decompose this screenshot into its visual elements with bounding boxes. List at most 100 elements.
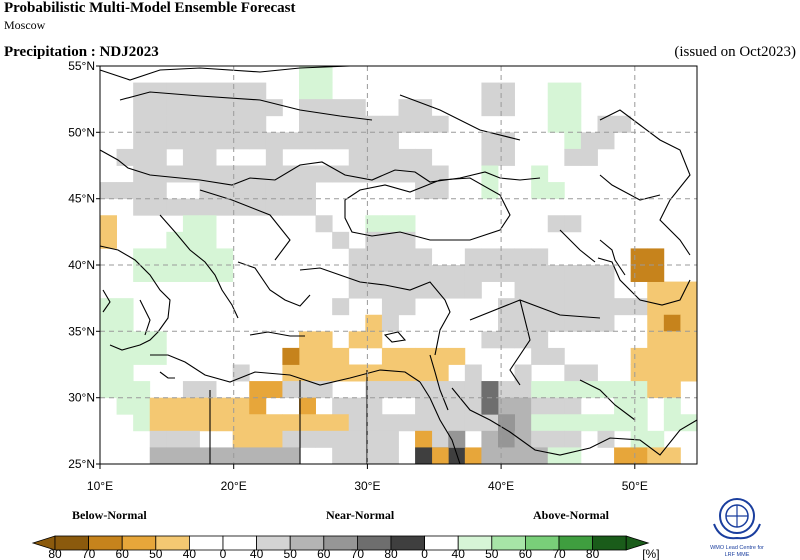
colorbar-tick: 0 bbox=[220, 547, 227, 560]
prob-cell bbox=[348, 331, 366, 349]
prob-cell bbox=[166, 99, 184, 117]
prob-cell bbox=[498, 298, 515, 316]
coastline bbox=[119, 91, 373, 121]
prob-cell bbox=[149, 331, 167, 349]
colorbar-tick: 70 bbox=[82, 547, 96, 560]
prob-cell bbox=[365, 364, 383, 382]
prob-cell bbox=[498, 132, 515, 150]
prob-cell bbox=[249, 182, 267, 200]
prob-cell bbox=[315, 82, 333, 100]
prob-cell bbox=[332, 298, 350, 316]
colorbar-tick: 80 bbox=[48, 547, 62, 560]
prob-cell bbox=[232, 397, 250, 415]
prob-cell bbox=[232, 99, 250, 117]
prob-cell bbox=[100, 231, 117, 249]
colorbar-tick: 50 bbox=[485, 547, 499, 560]
prob-cell bbox=[282, 198, 300, 216]
prob-cell bbox=[166, 132, 184, 150]
prob-cell bbox=[166, 115, 184, 133]
prob-cell bbox=[680, 314, 698, 332]
prob-cell bbox=[216, 99, 234, 117]
prob-cell bbox=[564, 364, 582, 382]
prob-cell bbox=[133, 82, 151, 100]
coastline bbox=[429, 354, 449, 411]
prob-cell bbox=[348, 165, 366, 183]
colorbar-tick: 70 bbox=[351, 547, 365, 560]
prob-cell bbox=[199, 248, 217, 266]
prob-cell bbox=[182, 447, 200, 465]
prob-cell bbox=[315, 66, 333, 83]
legend-above-normal: Above-Normal bbox=[533, 508, 609, 522]
prob-cell bbox=[182, 215, 200, 233]
prob-cell bbox=[647, 281, 665, 299]
prob-cell bbox=[531, 314, 549, 332]
coastline bbox=[99, 149, 541, 186]
coastline bbox=[451, 387, 698, 456]
prob-cell bbox=[381, 430, 399, 448]
prob-cell bbox=[265, 414, 283, 432]
prob-cell bbox=[182, 248, 200, 266]
colorbar-tick: 50 bbox=[284, 547, 298, 560]
prob-cell bbox=[448, 397, 466, 415]
prob-cell bbox=[315, 331, 333, 349]
prob-cell bbox=[398, 231, 416, 249]
prob-cell bbox=[348, 414, 366, 432]
prob-cell bbox=[481, 82, 499, 100]
prob-cell bbox=[315, 132, 333, 150]
prob-cell bbox=[448, 381, 466, 399]
prob-cell bbox=[514, 414, 532, 432]
prob-cell bbox=[332, 414, 350, 432]
prob-cell bbox=[182, 198, 200, 216]
lat-label: 55°N bbox=[68, 59, 95, 73]
prob-cell bbox=[498, 314, 515, 332]
prob-cell bbox=[564, 430, 582, 448]
prob-cell bbox=[216, 447, 234, 465]
prob-cell bbox=[216, 198, 234, 216]
prob-cell bbox=[464, 364, 482, 382]
prob-cell bbox=[597, 430, 615, 448]
prob-cell bbox=[547, 397, 565, 415]
prob-cell bbox=[381, 115, 399, 133]
prob-cell bbox=[398, 265, 416, 282]
prob-cell bbox=[531, 381, 549, 399]
prob-cell bbox=[249, 165, 267, 183]
prob-cell bbox=[647, 447, 665, 465]
prob-cell bbox=[199, 132, 217, 150]
legend-below-normal: Below-Normal bbox=[72, 508, 147, 522]
prob-cell bbox=[149, 82, 167, 100]
prob-cell bbox=[249, 430, 267, 448]
prob-cell bbox=[580, 132, 598, 150]
prob-cell bbox=[647, 347, 665, 365]
prob-cell bbox=[564, 265, 582, 282]
prob-cell bbox=[431, 447, 449, 465]
prob-cell bbox=[182, 397, 200, 415]
prob-cell bbox=[249, 82, 267, 100]
prob-cell bbox=[149, 115, 167, 133]
lat-label: 40°N bbox=[68, 258, 95, 272]
prob-cell bbox=[580, 281, 598, 299]
prob-cell bbox=[663, 314, 681, 332]
prob-cell bbox=[315, 414, 333, 432]
prob-cell bbox=[481, 430, 499, 448]
prob-cell bbox=[365, 281, 383, 299]
colorbar-tick: 60 bbox=[317, 547, 331, 560]
prob-cell bbox=[265, 132, 283, 150]
prob-cell bbox=[630, 347, 648, 365]
prob-cell bbox=[133, 165, 151, 183]
coastlines bbox=[99, 65, 698, 465]
prob-cell bbox=[398, 347, 416, 365]
prob-cell bbox=[680, 331, 698, 349]
prob-cell bbox=[398, 381, 416, 399]
prob-cell bbox=[498, 397, 515, 415]
prob-cell bbox=[431, 347, 449, 365]
prob-cell bbox=[381, 314, 399, 332]
prob-cell bbox=[299, 381, 316, 399]
prob-cell bbox=[647, 381, 665, 399]
prob-cell bbox=[133, 265, 151, 282]
prob-cell bbox=[265, 198, 283, 216]
prob-cell bbox=[381, 364, 399, 382]
prob-cell bbox=[282, 447, 300, 465]
prob-cell bbox=[481, 182, 499, 200]
prob-cell bbox=[531, 347, 549, 365]
prob-cell bbox=[614, 381, 632, 399]
